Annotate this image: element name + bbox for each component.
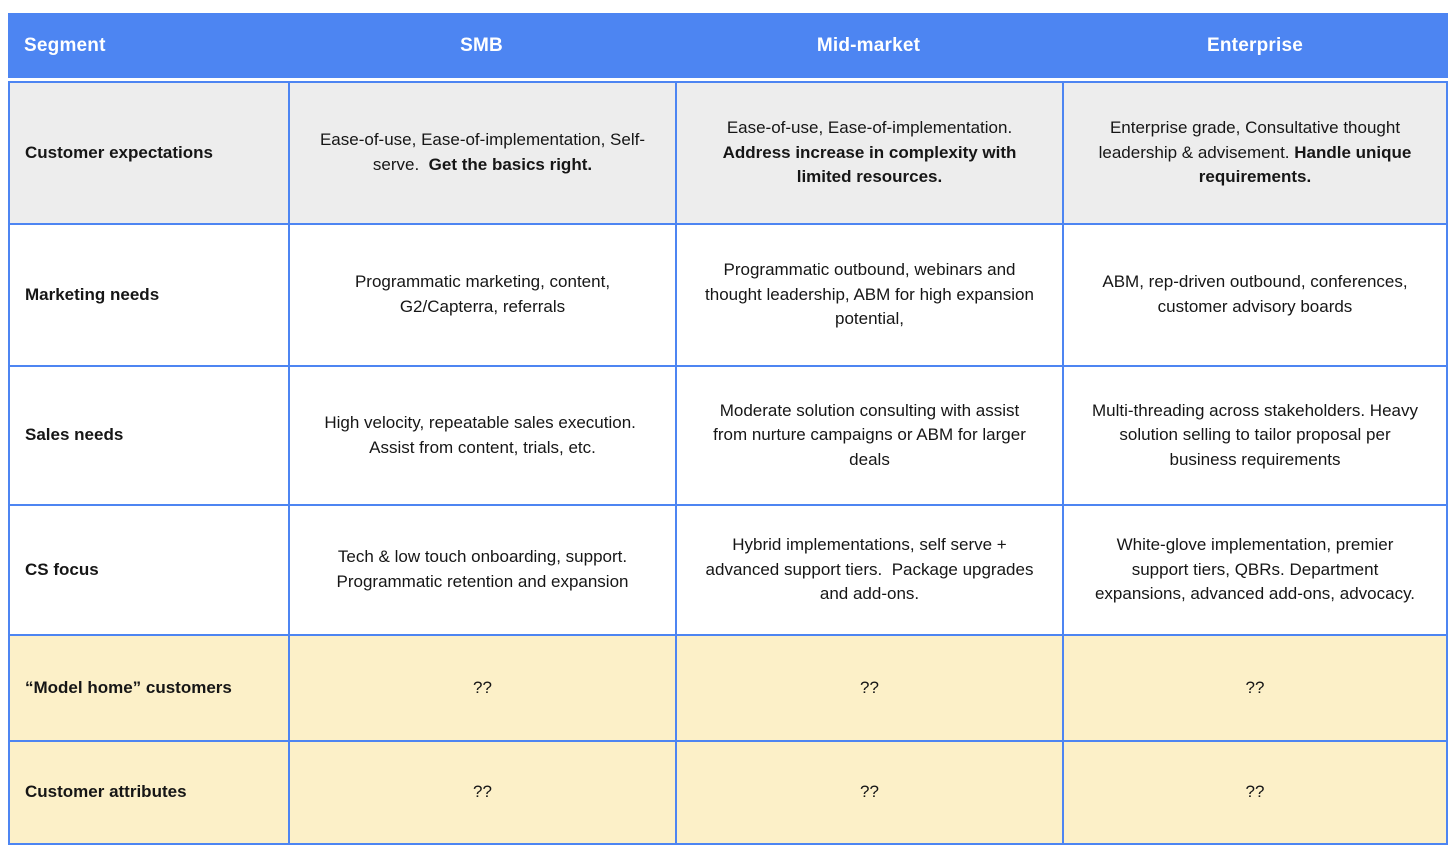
table-row-customer-attributes: Customer attributes ?? ?? ??	[10, 742, 1446, 843]
table-row-customer-expectations: Customer expectations Ease-of-use, Ease-…	[10, 83, 1446, 223]
row-label: CS focus	[10, 506, 288, 634]
cell-model-home-mid-market: ??	[677, 636, 1062, 740]
cell-model-home-enterprise: ??	[1064, 636, 1446, 740]
row-label: Marketing needs	[10, 225, 288, 365]
table-row-marketing-needs: Marketing needs Programmatic marketing, …	[10, 225, 1446, 365]
table-row-model-home-customers: “Model home” customers ?? ?? ??	[10, 636, 1446, 740]
row-label: Customer expectations	[10, 83, 288, 223]
cell-model-home-smb: ??	[290, 636, 675, 740]
table-row-cs-focus: CS focus Tech & low touch onboarding, su…	[10, 506, 1446, 634]
cell-sales-needs-mid-market: Moderate solution consulting with assist…	[677, 367, 1062, 504]
table-row-sales-needs: Sales needs High velocity, repeatable sa…	[10, 367, 1446, 504]
cell-cs-focus-enterprise: White-glove implementation, premier supp…	[1064, 506, 1446, 634]
segmentation-table: Segment SMB Mid-market Enterprise Custom…	[8, 13, 1448, 845]
cell-marketing-needs-mid-market: Programmatic outbound, webinars and thou…	[677, 225, 1062, 365]
table-header-row: Segment SMB Mid-market Enterprise	[8, 13, 1448, 78]
cell-customer-expectations-enterprise: Enterprise grade, Consultative thought l…	[1064, 83, 1446, 223]
cell-sales-needs-enterprise: Multi-threading across stakeholders. Hea…	[1064, 367, 1446, 504]
column-header-segment: Segment	[24, 34, 106, 56]
column-header-enterprise: Enterprise	[1207, 34, 1303, 56]
cell-customer-attributes-mid-market: ??	[677, 742, 1062, 843]
cell-marketing-needs-enterprise: ABM, rep-driven outbound, conferences, c…	[1064, 225, 1446, 365]
cell-marketing-needs-smb: Programmatic marketing, content, G2/Capt…	[290, 225, 675, 365]
column-header-smb: SMB	[460, 34, 503, 56]
cell-customer-attributes-smb: ??	[290, 742, 675, 843]
cell-customer-attributes-enterprise: ??	[1064, 742, 1446, 843]
cell-sales-needs-smb: High velocity, repeatable sales executio…	[290, 367, 675, 504]
row-label: Customer attributes	[10, 742, 288, 843]
cell-customer-expectations-smb: Ease-of-use, Ease-of-implementation, Sel…	[290, 83, 675, 223]
cell-customer-expectations-mid-market: Ease-of-use, Ease-of-implementation. Add…	[677, 83, 1062, 223]
column-header-mid-market: Mid-market	[816, 34, 921, 56]
row-label: “Model home” customers	[10, 636, 288, 740]
row-label: Sales needs	[10, 367, 288, 504]
cell-cs-focus-mid-market: Hybrid implementations, self serve + adv…	[677, 506, 1062, 634]
table-body: Customer expectations Ease-of-use, Ease-…	[8, 81, 1448, 845]
cell-cs-focus-smb: Tech & low touch onboarding, support. Pr…	[290, 506, 675, 634]
